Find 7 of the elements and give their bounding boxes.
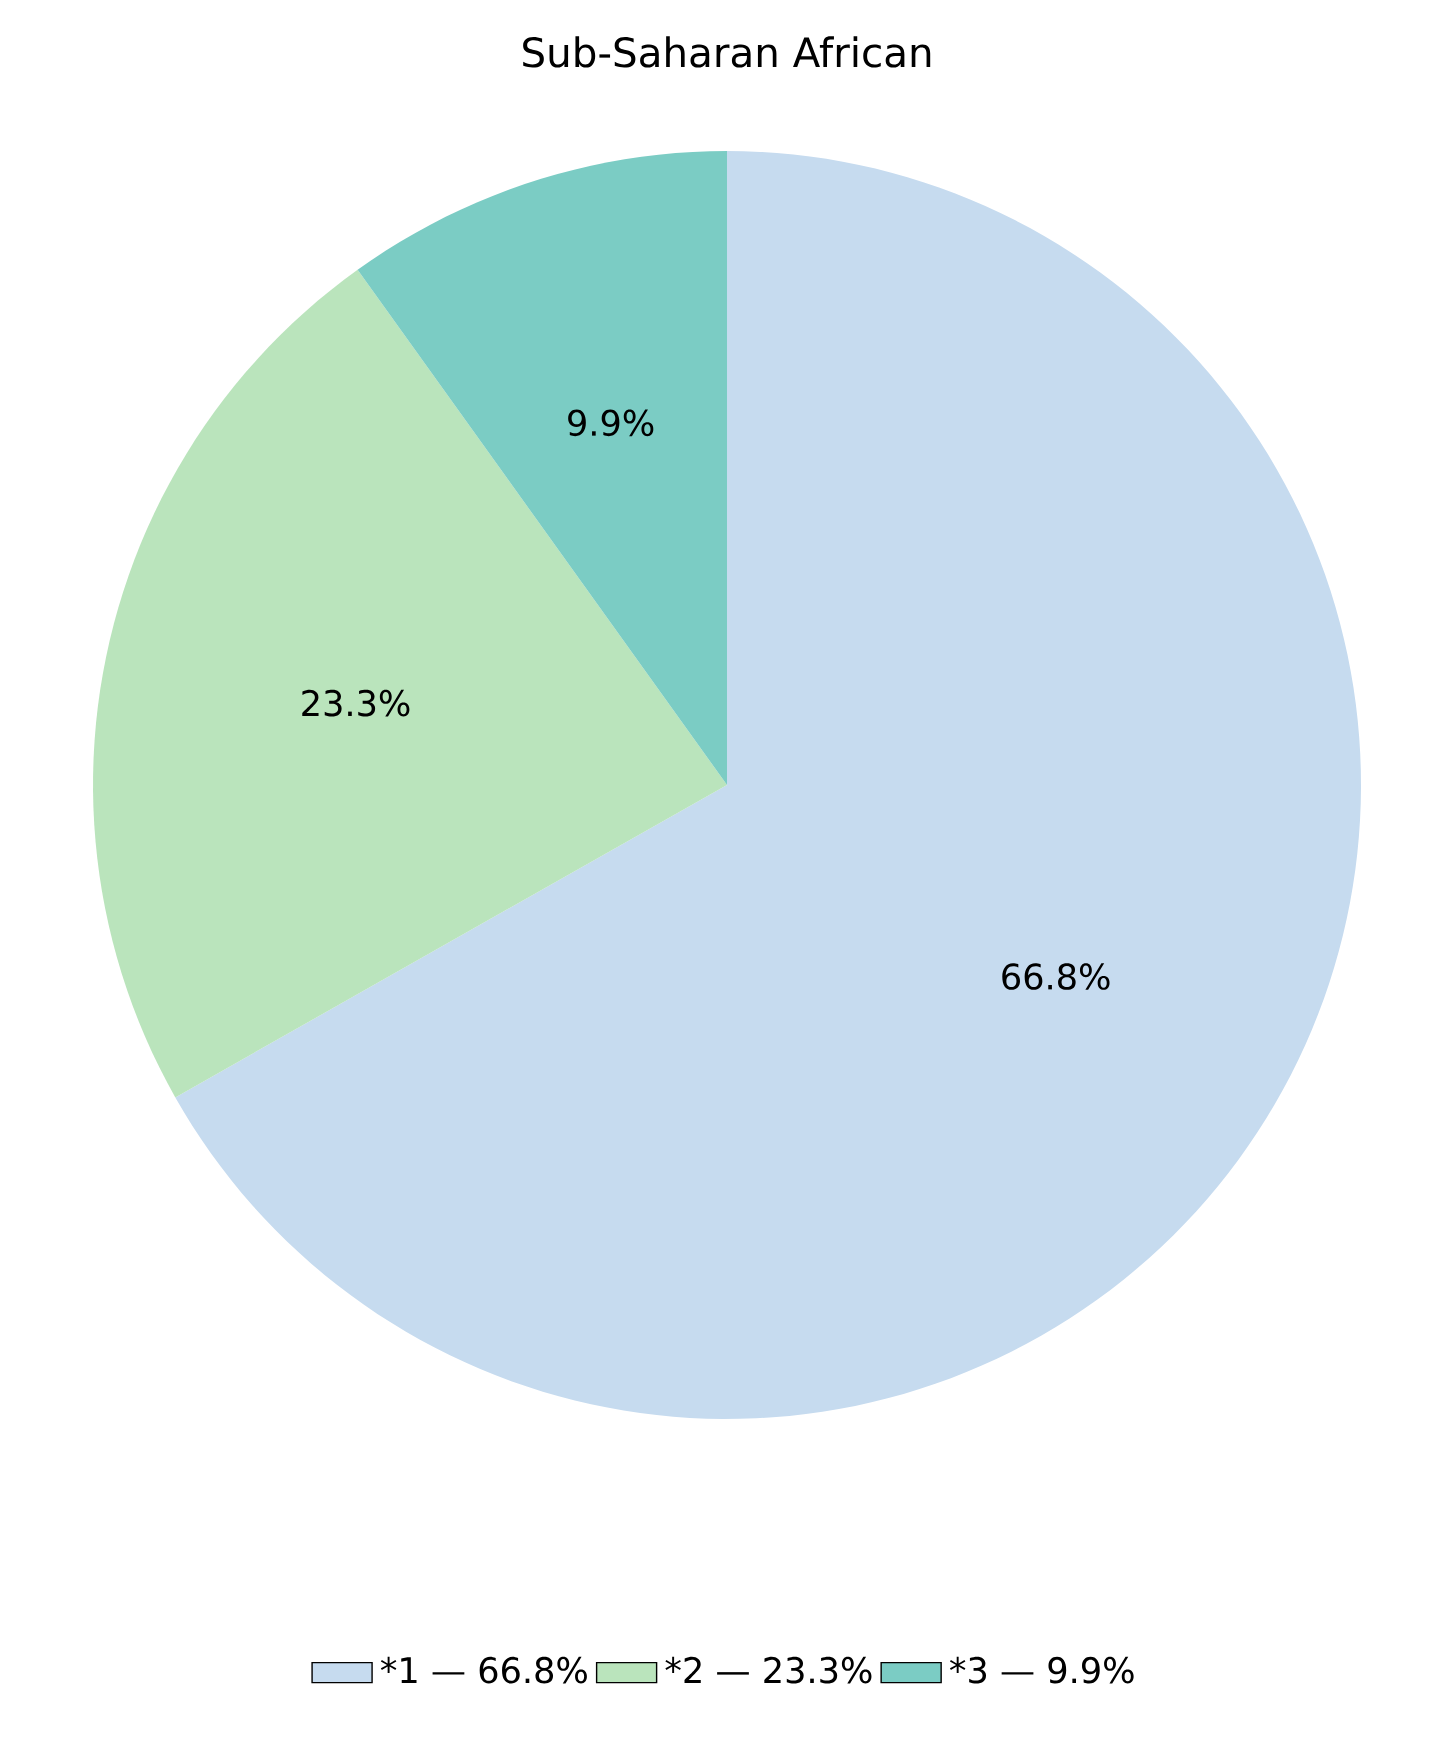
data-label: 23.3% — [302, 689, 410, 717]
data-label: 9.9% — [568, 409, 654, 437]
legend-label: *2 — 23.3% — [665, 1656, 872, 1684]
data-label: 66.8% — [1002, 963, 1110, 990]
chart-title: Sub-Saharan African — [523, 36, 931, 68]
legend-label: *1 — 66.8% — [380, 1656, 587, 1684]
legend-label: *3 — 9.9% — [949, 1656, 1134, 1684]
